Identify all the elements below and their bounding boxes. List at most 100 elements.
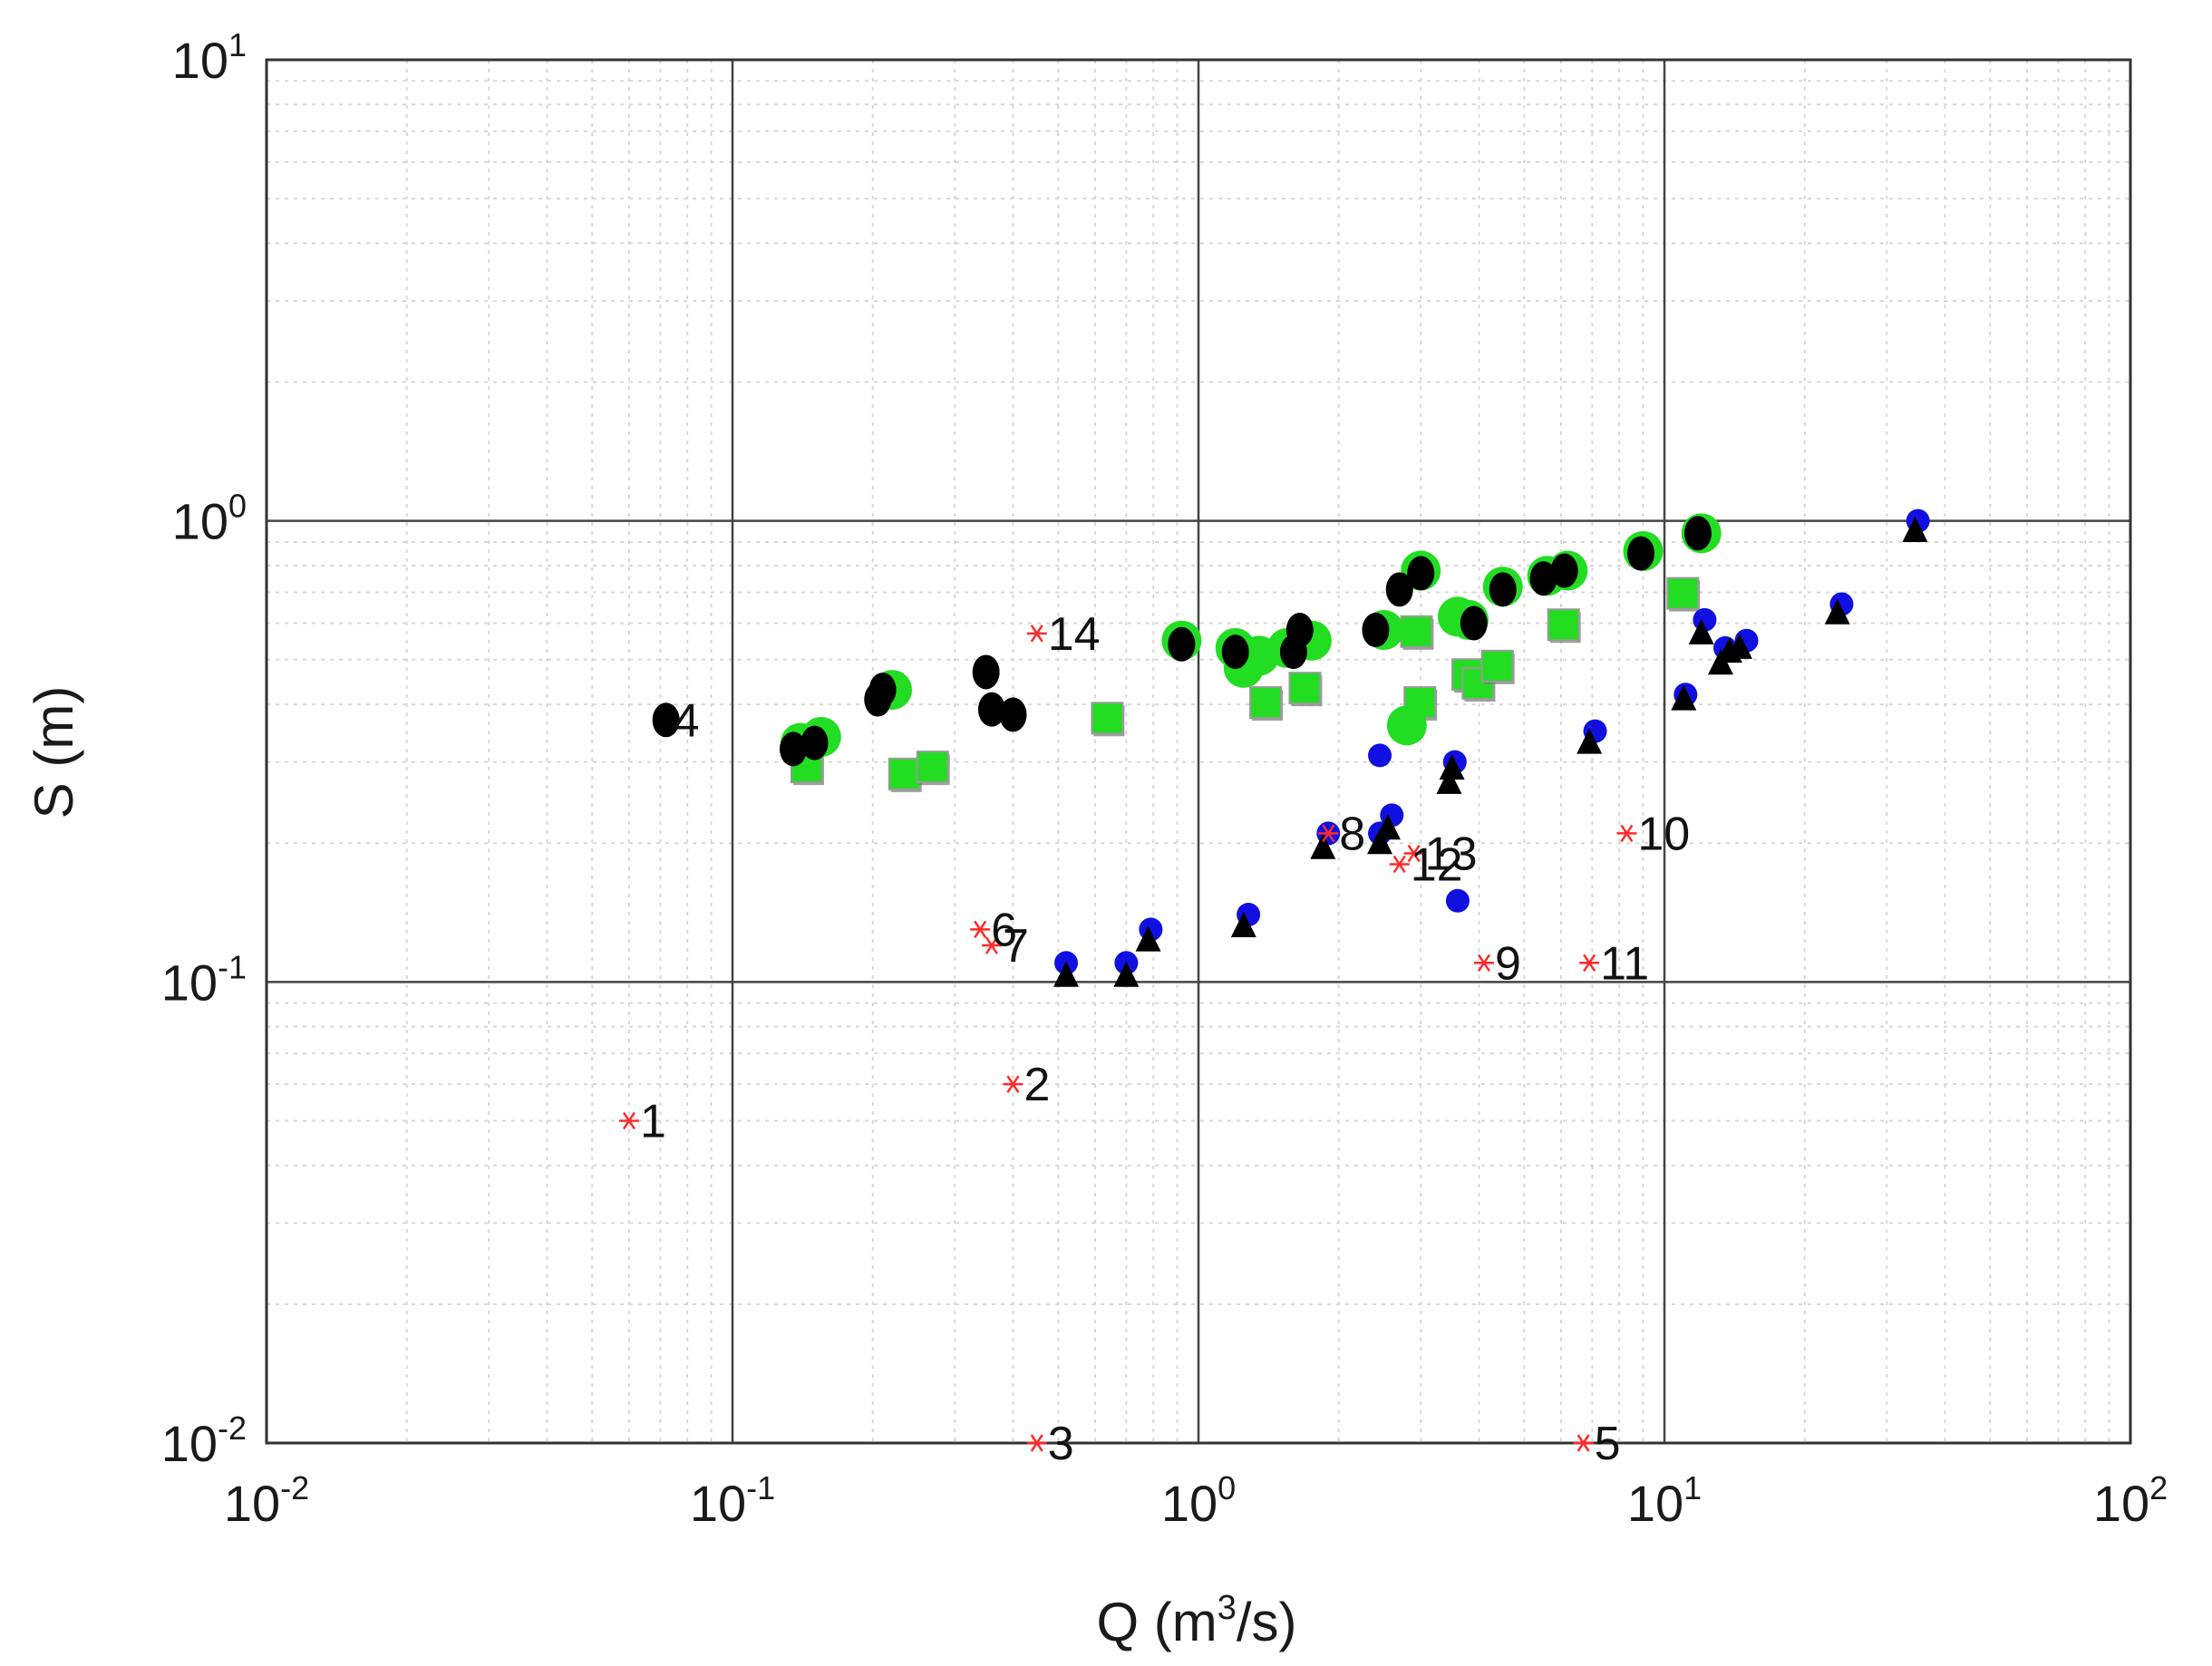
grid-major bbox=[265, 58, 2132, 1445]
measured-point-label: 12 bbox=[1411, 838, 1463, 891]
measured-point-label: 4 bbox=[674, 694, 700, 747]
measured-asterisk-marker bbox=[1573, 1434, 1594, 1452]
measured-asterisk-marker bbox=[1389, 855, 1410, 874]
measured-point-label: 3 bbox=[1048, 1418, 1074, 1470]
measured-point-label: 9 bbox=[1495, 937, 1521, 990]
black-circle-marker bbox=[1460, 605, 1488, 641]
data-markers bbox=[618, 509, 1930, 1452]
measured-asterisk-marker bbox=[1473, 954, 1494, 972]
black-circle-marker bbox=[779, 731, 807, 767]
asterisk-stroke bbox=[1477, 954, 1491, 972]
asterisk-stroke bbox=[1322, 824, 1335, 843]
green-circle-marker bbox=[1386, 705, 1427, 746]
black-circle-marker bbox=[868, 673, 897, 708]
black-circle-marker bbox=[1407, 556, 1435, 591]
x-tick-label: 10-1 bbox=[690, 1469, 775, 1532]
black-circle-marker bbox=[999, 697, 1027, 732]
x-tick-label: 101 bbox=[1627, 1469, 1702, 1532]
black-triangle-marker bbox=[1577, 728, 1603, 754]
measured-asterisk-marker bbox=[1579, 954, 1600, 972]
measured-asterisk-marker bbox=[1403, 844, 1424, 863]
black-triangle-marker bbox=[1310, 833, 1336, 859]
measured-asterisk-marker bbox=[618, 1111, 639, 1130]
black-triangle-marker bbox=[1367, 828, 1393, 855]
asterisk-stroke bbox=[1392, 855, 1406, 874]
green-square-marker bbox=[1400, 615, 1433, 648]
measured-point-label: 8 bbox=[1339, 808, 1365, 860]
black-circle-marker bbox=[1683, 516, 1712, 551]
asterisk-stroke bbox=[1006, 1075, 1020, 1093]
asterisk-stroke bbox=[1577, 1434, 1590, 1452]
black-triangle-marker bbox=[1436, 768, 1462, 794]
asterisk-stroke bbox=[974, 920, 987, 939]
green-square-marker bbox=[1666, 576, 1700, 610]
y-tick-label: 101 bbox=[172, 26, 247, 89]
asterisk-stroke bbox=[1407, 844, 1421, 863]
measured-asterisk-marker bbox=[1026, 1434, 1047, 1452]
asterisk-stroke bbox=[622, 1111, 636, 1130]
asterisk-stroke bbox=[1030, 625, 1043, 643]
x-tick-label: 100 bbox=[1161, 1469, 1236, 1532]
y-axis-title: S (m) bbox=[24, 686, 84, 819]
black-triangle-marker bbox=[1053, 961, 1080, 987]
black-triangle-marker bbox=[1374, 814, 1401, 840]
y-tick-label: 10-2 bbox=[161, 1409, 247, 1472]
black-circle-marker bbox=[1529, 561, 1557, 596]
black-triangle-marker bbox=[1726, 633, 1752, 659]
black-triangle-marker bbox=[1824, 598, 1850, 625]
black-triangle-marker bbox=[1230, 912, 1256, 938]
asterisk-stroke bbox=[1030, 1434, 1043, 1452]
black-circle-marker bbox=[972, 654, 1000, 690]
black-triangle-marker bbox=[1902, 516, 1928, 542]
black-circle-marker bbox=[652, 702, 680, 738]
asterisk-stroke bbox=[1583, 954, 1596, 972]
measured-asterisk-marker bbox=[1318, 824, 1339, 843]
plot-frame bbox=[265, 58, 2132, 1445]
blue-circle-marker bbox=[1445, 888, 1470, 913]
measured-point-label: 10 bbox=[1637, 808, 1690, 860]
black-triangle-marker bbox=[1135, 925, 1161, 952]
y-tick-label: 10-1 bbox=[161, 948, 247, 1011]
measured-point-label: 1 bbox=[640, 1095, 666, 1148]
green-square-marker bbox=[1288, 672, 1322, 705]
x-tick-labels: 10-2 10-1 100 101 102 bbox=[224, 1469, 2168, 1532]
green-square-marker bbox=[1480, 649, 1514, 683]
x-tick-label: 10-2 bbox=[224, 1469, 309, 1532]
y-tick-label: 100 bbox=[172, 488, 247, 550]
black-circle-marker bbox=[1362, 613, 1390, 648]
measured-point-label: 2 bbox=[1024, 1059, 1050, 1111]
measured-point-label: 6 bbox=[991, 904, 1017, 956]
blue-circle-marker bbox=[1368, 743, 1392, 768]
measured-asterisk-marker bbox=[1003, 1075, 1024, 1093]
measured-point-label: 14 bbox=[1048, 608, 1101, 661]
black-circle-marker bbox=[1221, 634, 1249, 670]
black-circle-marker bbox=[1168, 626, 1196, 662]
green-square-marker bbox=[1249, 686, 1283, 720]
black-circle-marker bbox=[977, 692, 1005, 727]
grid-minor bbox=[267, 60, 2130, 1443]
black-circle-marker bbox=[1626, 536, 1654, 571]
black-triangle-marker bbox=[1671, 684, 1697, 711]
green-square-marker bbox=[1091, 702, 1124, 735]
measured-asterisk-marker bbox=[1616, 824, 1637, 843]
black-circle-marker bbox=[1550, 553, 1578, 588]
measured-point-label: 7 bbox=[1003, 920, 1029, 973]
black-circle-marker bbox=[1285, 613, 1314, 648]
black-circle-marker bbox=[1489, 572, 1517, 607]
black-circle-marker bbox=[1385, 572, 1413, 607]
measured-asterisk-marker bbox=[981, 936, 1002, 954]
green-square-marker bbox=[1547, 608, 1580, 642]
measured-point-label: 11 bbox=[1600, 937, 1649, 990]
asterisk-stroke bbox=[1620, 824, 1634, 843]
measured-point-label: 13 bbox=[1425, 828, 1478, 881]
black-triangle-marker bbox=[1688, 618, 1714, 644]
measured-point-label: 5 bbox=[1595, 1418, 1621, 1470]
y-tick-labels: 10-2 10-1 100 101 bbox=[161, 26, 247, 1472]
x-axis-title: Q (m3/s) bbox=[1096, 1589, 1296, 1652]
black-triangle-marker bbox=[1113, 961, 1140, 987]
green-square-marker bbox=[916, 751, 949, 784]
black-circle-marker bbox=[800, 725, 829, 760]
green-square-marker bbox=[888, 757, 921, 790]
